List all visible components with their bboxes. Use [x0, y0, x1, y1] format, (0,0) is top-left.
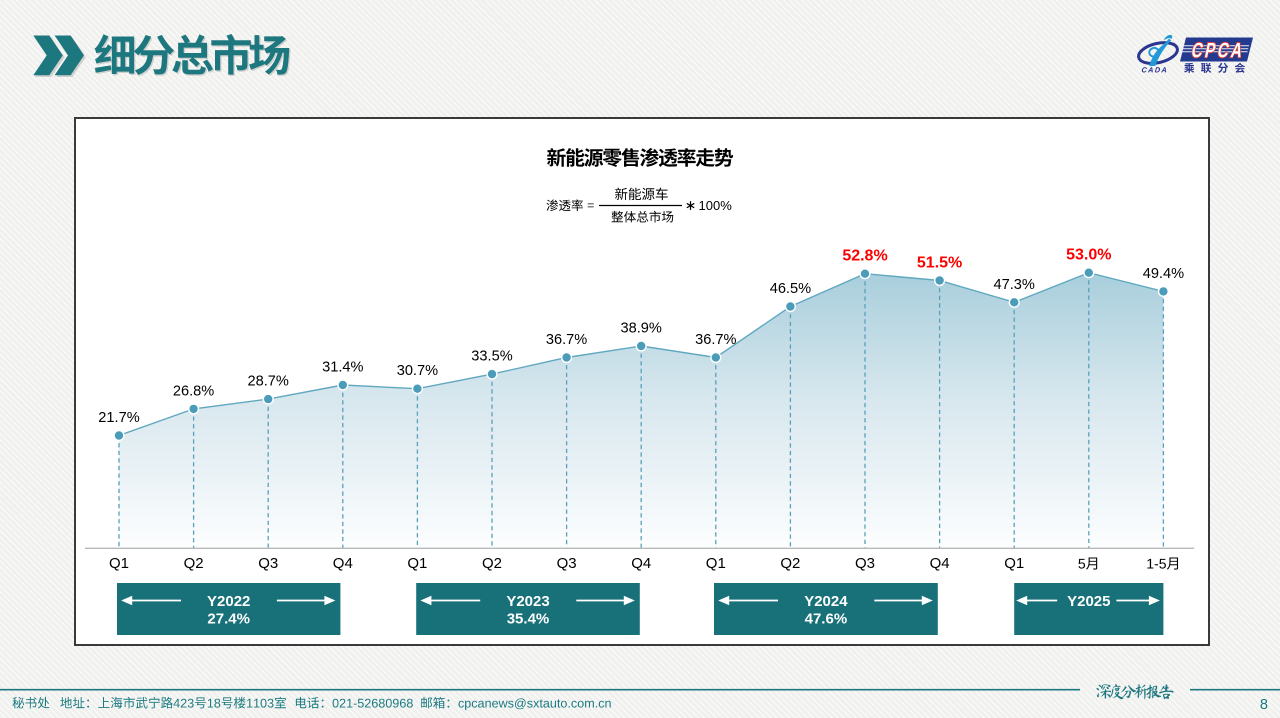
- svg-text:Q1: Q1: [407, 555, 427, 572]
- svg-text:Q4: Q4: [631, 555, 651, 572]
- svg-text:30.7%: 30.7%: [397, 363, 438, 379]
- svg-text:Q4: Q4: [333, 555, 353, 572]
- svg-text:31.4%: 31.4%: [322, 360, 363, 376]
- svg-text:36.7%: 36.7%: [546, 332, 587, 348]
- svg-text:Q2: Q2: [184, 555, 204, 572]
- svg-text:47.6%: 47.6%: [805, 610, 848, 627]
- svg-text:52.8%: 52.8%: [842, 248, 887, 265]
- svg-text:28.7%: 28.7%: [248, 374, 289, 390]
- svg-text:35.4%: 35.4%: [507, 610, 550, 627]
- svg-text:51.5%: 51.5%: [917, 255, 962, 272]
- svg-text:27.4%: 27.4%: [207, 610, 250, 627]
- svg-text:38.9%: 38.9%: [621, 321, 662, 337]
- svg-text:Q3: Q3: [258, 555, 278, 572]
- svg-text:26.8%: 26.8%: [173, 383, 214, 399]
- svg-text:53.0%: 53.0%: [1066, 247, 1111, 264]
- svg-text:47.3%: 47.3%: [994, 277, 1035, 293]
- svg-text:33.5%: 33.5%: [471, 349, 512, 365]
- svg-text:100%: 100%: [699, 198, 733, 213]
- svg-text:Q1: Q1: [706, 555, 726, 572]
- svg-text:36.7%: 36.7%: [695, 332, 736, 348]
- svg-text:Y2025: Y2025: [1067, 593, 1110, 610]
- svg-text:Y2024: Y2024: [804, 593, 848, 610]
- svg-text:Y2022: Y2022: [207, 593, 250, 610]
- svg-text:46.5%: 46.5%: [770, 281, 811, 297]
- svg-text:Q4: Q4: [930, 555, 950, 572]
- svg-text:49.4%: 49.4%: [1143, 266, 1184, 282]
- svg-text:Q3: Q3: [557, 555, 577, 572]
- svg-text:Q1: Q1: [1004, 555, 1024, 572]
- svg-text:8: 8: [1260, 697, 1268, 713]
- svg-text:Q3: Q3: [855, 555, 875, 572]
- svg-text:Q1: Q1: [109, 555, 129, 572]
- svg-text:Y2023: Y2023: [506, 593, 549, 610]
- svg-text:21.7%: 21.7%: [98, 410, 139, 426]
- svg-text:Q2: Q2: [780, 555, 800, 572]
- svg-text:Q2: Q2: [482, 555, 502, 572]
